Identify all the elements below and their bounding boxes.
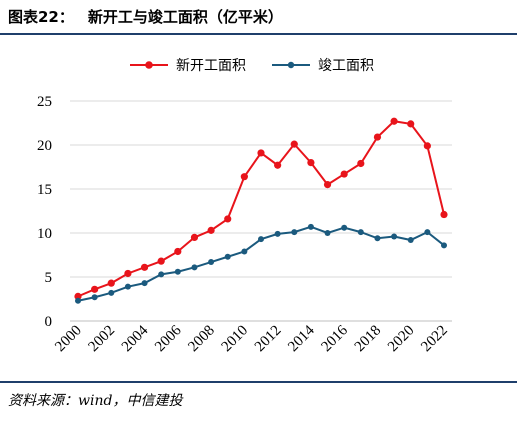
- data-point: [91, 285, 99, 293]
- legend-label: 新开工面积: [176, 58, 246, 74]
- bottom-rule: [0, 381, 517, 383]
- data-point: [307, 159, 315, 167]
- data-point: [74, 292, 82, 300]
- data-point: [391, 233, 398, 240]
- data-point: [190, 233, 199, 241]
- data-point: [340, 170, 348, 178]
- y-tick-label: 15: [37, 182, 52, 198]
- data-point: [357, 159, 365, 168]
- y-tick-label: 20: [37, 138, 52, 154]
- data-point: [357, 229, 364, 236]
- data-point: [124, 269, 132, 278]
- data-point: [174, 247, 182, 256]
- series-layer: [74, 117, 448, 304]
- x-tick-label: 2014: [285, 322, 318, 355]
- x-tick-label: 2006: [152, 322, 185, 355]
- x-tick-label: 2004: [119, 322, 152, 355]
- x-tick-label: 2018: [352, 323, 385, 356]
- legend-label: 竣工面积: [318, 58, 374, 74]
- data-point: [208, 259, 215, 266]
- data-point: [323, 181, 332, 189]
- y-tick-label: 0: [45, 314, 53, 330]
- data-point: [158, 271, 165, 278]
- data-point: [441, 242, 447, 249]
- data-point: [423, 142, 431, 150]
- data-point: [407, 120, 415, 128]
- data-point: [374, 235, 381, 242]
- y-tick-label: 25: [37, 94, 52, 110]
- figure-title: 图表22： 新开工与竣工面积（亿平米）: [8, 6, 283, 27]
- data-point: [140, 263, 149, 271]
- source-note: 资料来源：wind，中信建投: [8, 393, 183, 409]
- data-point: [141, 280, 148, 287]
- data-point: [440, 210, 448, 219]
- x-axis: 2000 2002 2004 2006 2008 2010 2012 2014 2016 2018…: [52, 320, 452, 356]
- data-point: [107, 279, 115, 287]
- figure-title-text: 新开工与竣工面积（亿平米）: [87, 8, 283, 26]
- x-tick-label: 2010: [219, 323, 252, 356]
- data-point: [91, 294, 98, 301]
- data-point: [191, 264, 198, 271]
- figure-number: 图表22：: [8, 8, 74, 26]
- y-tick-label: 10: [37, 226, 52, 242]
- data-point: [240, 173, 248, 181]
- data-point: [274, 230, 281, 237]
- data-point: [124, 283, 131, 290]
- x-tick-label: 2012: [252, 323, 285, 356]
- data-point: [224, 253, 231, 260]
- data-point: [390, 117, 398, 125]
- data-point: [224, 215, 232, 223]
- data-point: [324, 230, 331, 236]
- legend: 新开工面积 竣工面积: [130, 58, 374, 74]
- data-point: [241, 248, 248, 255]
- data-point: [341, 224, 348, 231]
- data-point: [274, 161, 282, 169]
- data-point: [291, 229, 298, 236]
- data-point: [157, 257, 165, 265]
- series-line-1: [77, 120, 445, 298]
- y-axis-ticks: 0 5 10 15 20 25: [37, 94, 52, 330]
- grid-lines: [70, 100, 452, 278]
- x-tick-label: 2002: [86, 323, 119, 356]
- data-point: [257, 149, 265, 157]
- legend-marker: [287, 61, 295, 69]
- data-point: [75, 297, 81, 304]
- data-point: [407, 237, 414, 244]
- x-tick-label: 2000: [52, 323, 85, 356]
- x-tick-label: 2022: [418, 323, 451, 356]
- x-tick-label: 2008: [185, 323, 218, 356]
- x-tick-label: 2016: [318, 322, 351, 355]
- data-point: [373, 133, 382, 141]
- data-point: [290, 140, 298, 148]
- y-tick-label: 5: [45, 270, 53, 286]
- legend-marker: [145, 61, 153, 69]
- x-tick-label: 2020: [385, 323, 418, 356]
- data-point: [424, 229, 431, 236]
- data-point: [207, 226, 215, 234]
- data-point: [108, 289, 115, 296]
- data-point: [307, 223, 314, 230]
- top-rule: [0, 33, 517, 35]
- data-point: [174, 268, 181, 275]
- data-point: [258, 236, 264, 243]
